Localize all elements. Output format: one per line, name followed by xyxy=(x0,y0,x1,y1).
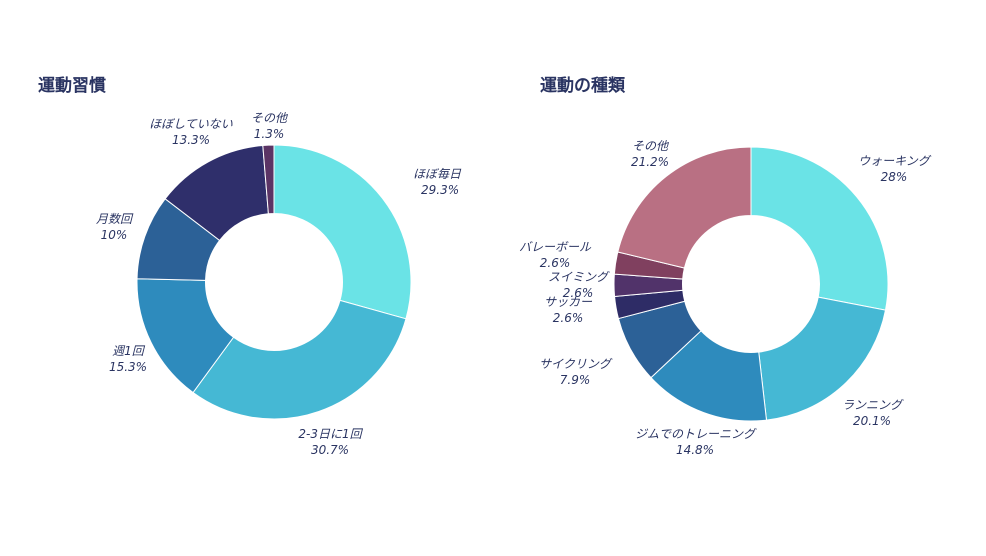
slice-label-percent: 15.3% xyxy=(109,360,147,374)
slice-label-percent: 29.3% xyxy=(421,183,459,197)
slice-1-7 xyxy=(617,146,752,269)
slice-label-percent: 28% xyxy=(881,170,908,184)
donut-chart-exercise-habit: ほぼ毎日 29.3% 2-3日に1回 30.7% 週1回 15.3% 月数回 10% ほぼしてい… xyxy=(96,111,462,457)
slice-label-percent: 2.6% xyxy=(553,311,584,325)
slice-label-percent: 30.7% xyxy=(311,443,349,457)
slice-0-0 xyxy=(273,144,412,320)
slice-0-1 xyxy=(192,299,407,420)
slice-label-category: その他 xyxy=(251,111,289,125)
slice-label-category: バレーボール xyxy=(519,240,592,254)
slice-label-category: 月数回 xyxy=(96,212,134,226)
slice-label-percent: 2.6% xyxy=(563,286,594,300)
slice-label-category: ほぼ毎日 xyxy=(413,167,462,181)
slice-label-category: ジムでのトレーニング xyxy=(635,427,757,441)
slice-0-5 xyxy=(262,144,275,215)
slice-label-percent: 7.9% xyxy=(560,373,591,387)
slice-label-percent: 2.6% xyxy=(540,256,571,270)
slice-1-1 xyxy=(758,296,887,421)
slice-label-category: 週1回 xyxy=(112,344,146,358)
slice-label-percent: 1.3% xyxy=(254,127,285,141)
donut-chart-exercise-type: ウォーキング 28% ランニング 20.1% ジムでのトレーニング 14.8% サイクリング… xyxy=(519,139,932,457)
slice-label-category: サイクリング xyxy=(539,357,613,371)
slice-label-percent: 10% xyxy=(101,228,128,242)
slice-label-category: ウォーキング xyxy=(858,154,932,168)
slice-label-category: その他 xyxy=(632,139,670,153)
slice-1-0 xyxy=(750,146,889,311)
slice-label-percent: 13.3% xyxy=(172,133,210,147)
slice-label-category: ほぼしていない xyxy=(149,117,233,131)
slice-label-percent: 21.2% xyxy=(631,155,669,169)
slice-label-category: サッカー xyxy=(544,295,593,309)
slice-label-category: ランニング xyxy=(842,398,904,412)
slice-label-category: 2-3日に1回 xyxy=(298,427,363,441)
slice-label-percent: 14.8% xyxy=(676,443,714,457)
slice-label-percent: 20.1% xyxy=(853,414,891,428)
chart-title-exercise-type: 運動の種類 xyxy=(540,75,626,96)
slice-label-category: スイミング xyxy=(548,270,610,284)
chart-title-exercise-habit: 運動習慣 xyxy=(38,75,106,96)
